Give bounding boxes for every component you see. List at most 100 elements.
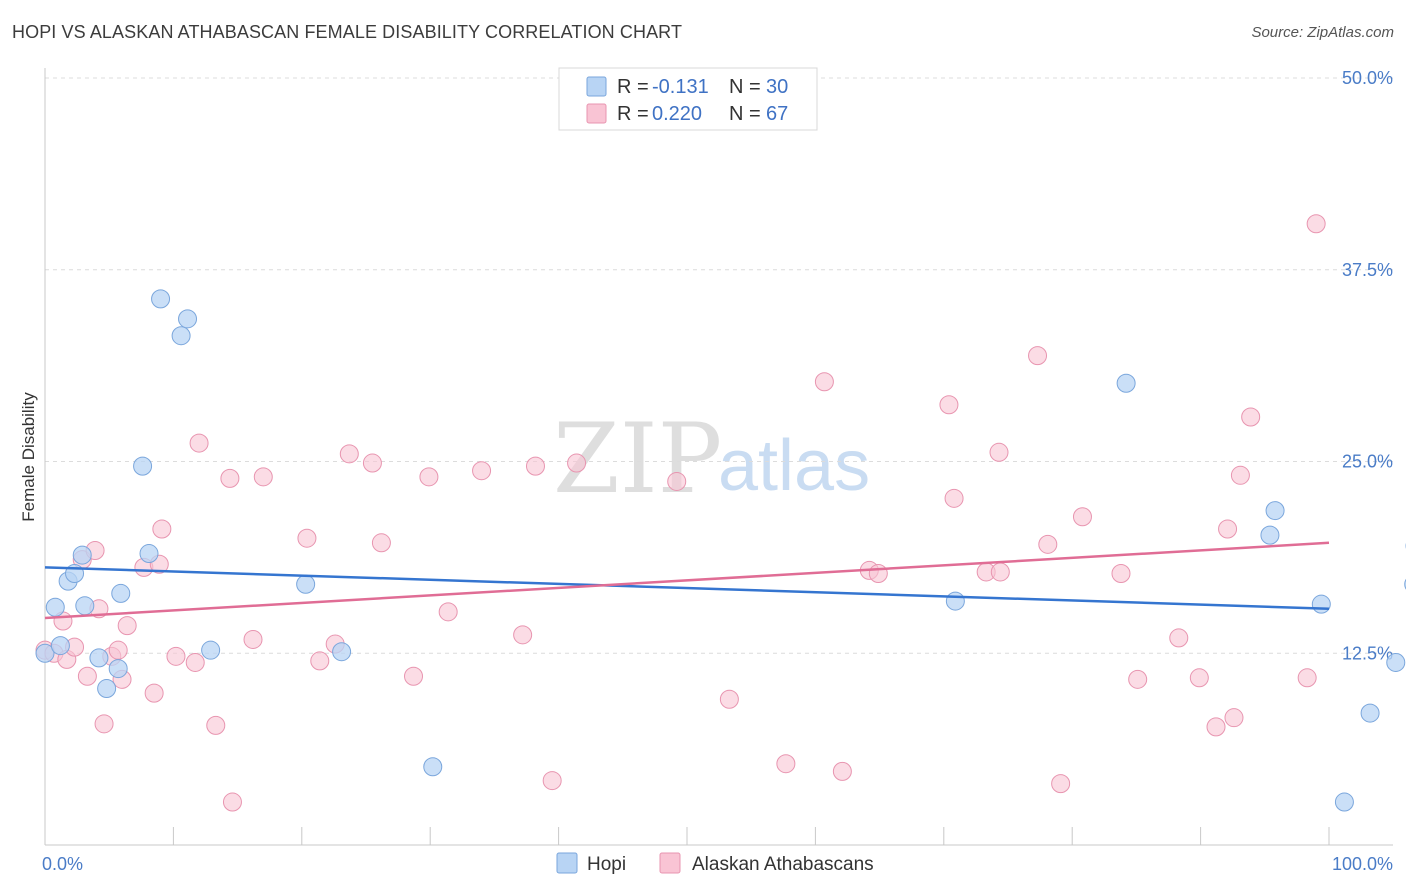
hopi-point-19	[423, 757, 443, 777]
y-tick-label-0: 12.5%	[1342, 643, 1393, 663]
alaskan-point-17	[152, 519, 172, 539]
y-tick-labels: 12.5% 25.0% 37.5% 50.0%	[1342, 68, 1393, 663]
hopi-trend-line	[44, 566, 1330, 611]
alaskan-point-19	[185, 652, 205, 672]
bottom-legend-swatch-hopi	[556, 852, 578, 874]
alaskan-point-11	[108, 640, 128, 660]
alaskan-point-41	[719, 689, 739, 709]
alaskan-point-15	[144, 683, 164, 703]
bottom-legend-alaskan-label: Alaskan Athabascans	[692, 854, 874, 875]
alaskan-point-53	[1038, 534, 1058, 554]
alaskan-point-6	[77, 666, 97, 686]
alaskan-point-59	[1189, 668, 1209, 688]
bottom-legend-swatch-alaskan	[659, 852, 681, 874]
alaskan-point-44	[832, 761, 852, 781]
hopi-point-16	[201, 640, 221, 660]
alaskan-point-18	[166, 646, 186, 666]
x-tick-label-1: 100.0%	[1332, 854, 1393, 874]
bottom-legend-hopi-label: Hopi	[587, 854, 626, 875]
x-axis-ticks	[172, 827, 1330, 845]
alaskan-point-58	[1169, 628, 1189, 648]
alaskan-point-62	[1224, 708, 1244, 728]
legend-swatch-alaskan	[586, 103, 607, 124]
y-tick-label-2: 37.5%	[1342, 260, 1393, 280]
legend-swatch-hopi	[586, 76, 607, 97]
alaskan-point-34	[438, 602, 458, 622]
alaskan-point-46	[868, 563, 888, 583]
alaskan-point-55	[1072, 507, 1092, 527]
hopi-point-27	[1386, 652, 1406, 672]
alaskan-point-42	[776, 754, 796, 774]
trend-lines	[44, 541, 1330, 620]
alaskan-point-61	[1218, 519, 1238, 539]
hopi-point-15	[178, 309, 198, 329]
alaskan-point-9	[94, 714, 114, 734]
alaskan-point-13	[117, 616, 137, 636]
alaskan-point-54	[1051, 774, 1071, 794]
legend-alaskan-r-label: R =	[617, 103, 649, 125]
legend-hopi-n-value: 30	[766, 76, 788, 98]
alaskan-point-35	[472, 461, 492, 481]
x-tick-labels: 0.0% 100.0%	[42, 854, 1393, 874]
alaskan-point-43	[814, 372, 834, 392]
hopi-point-2	[50, 636, 70, 656]
alaskan-point-51	[990, 562, 1010, 582]
hopi-point-7	[89, 648, 109, 668]
y-tick-label-3: 50.0%	[1342, 68, 1393, 88]
y-tick-label-1: 25.0%	[1342, 452, 1393, 472]
legend-alaskan-n-label: N =	[729, 103, 761, 125]
hopi-point-5	[72, 545, 92, 565]
y-axis-title: Female Disability	[19, 392, 38, 522]
hopi-point-0	[35, 643, 55, 663]
alaskan-point-56	[1111, 563, 1131, 583]
alaskan-point-63	[1230, 465, 1250, 485]
alaskan-point-60	[1206, 717, 1226, 737]
legend-alaskan-n-value: 67	[766, 103, 788, 125]
alaskan-point-27	[310, 651, 330, 671]
hopi-point-18	[332, 642, 352, 662]
hopi-point-8	[97, 679, 117, 699]
hopi-points	[35, 289, 1406, 812]
hopi-point-20	[945, 591, 965, 611]
alaskan-point-47	[939, 395, 959, 415]
alaskan-point-36	[513, 625, 533, 645]
alaskan-point-26	[297, 528, 317, 548]
alaskan-point-30	[362, 453, 382, 473]
x-tick-label-0: 0.0%	[42, 854, 83, 874]
legend-hopi-r-value: -0.131	[652, 76, 709, 98]
alaskan-trend-line	[44, 541, 1330, 620]
alaskan-point-39	[567, 453, 587, 473]
hopi-point-11	[133, 456, 153, 476]
watermark-atlas: atlas	[718, 426, 870, 506]
alaskan-point-50	[989, 442, 1009, 462]
hopi-point-21	[1116, 373, 1136, 393]
hopi-point-13	[151, 289, 171, 309]
hopi-point-1	[45, 597, 65, 617]
alaskan-point-66	[1306, 214, 1326, 234]
grid-lines	[45, 77, 1393, 654]
alaskan-point-33	[419, 467, 439, 487]
watermark: ZIP atlas	[553, 403, 870, 515]
alaskan-point-65	[1297, 668, 1317, 688]
alaskan-point-32	[404, 666, 424, 686]
alaskan-point-29	[339, 444, 359, 464]
hopi-point-22	[1260, 525, 1280, 545]
hopi-point-23	[1265, 501, 1285, 521]
hopi-point-10	[111, 583, 131, 603]
alaskan-points	[35, 214, 1326, 812]
hopi-point-14	[171, 326, 191, 346]
alaskan-point-20	[189, 433, 209, 453]
legend-hopi-n-label: N =	[729, 76, 761, 98]
source-credit: Source: ZipAtlas.com	[1251, 24, 1394, 41]
alaskan-point-40	[667, 471, 687, 491]
hopi-point-12	[139, 544, 159, 564]
alaskan-point-31	[371, 533, 391, 553]
hopi-point-6	[75, 596, 95, 616]
legend-alaskan-r-value: 0.220	[652, 103, 702, 125]
alaskan-point-64	[1241, 407, 1261, 427]
chart-title: HOPI VS ALASKAN ATHABASCAN FEMALE DISABI…	[12, 22, 683, 42]
alaskan-point-52	[1028, 346, 1048, 366]
alaskan-point-25	[253, 467, 273, 487]
series-legend: Hopi Alaskan Athabascans	[556, 852, 874, 875]
